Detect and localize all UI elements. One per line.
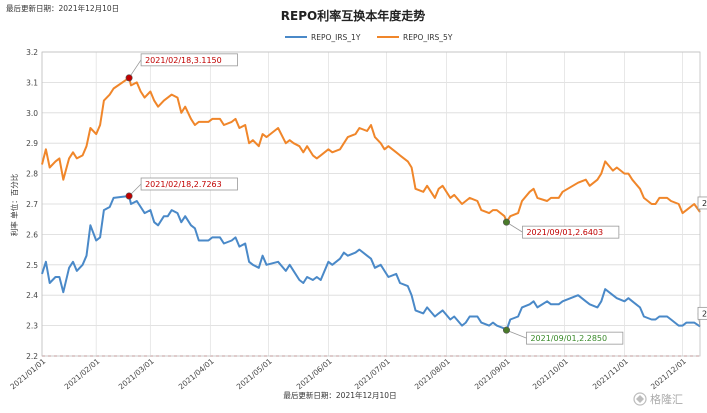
annotation-leader bbox=[506, 329, 527, 339]
legend-label: REPO_IRS_5Y bbox=[403, 33, 453, 42]
y-tick-label: 2.4 bbox=[26, 291, 38, 300]
annotation-text: 2021/09/01,2.6403 bbox=[526, 228, 603, 237]
y-tick-label: 2.8 bbox=[26, 170, 38, 179]
watermark: 格隆汇 bbox=[633, 392, 683, 406]
x-tick-label: 2021/02/01 bbox=[63, 356, 102, 391]
x-tick-label: 2021/11/01 bbox=[591, 356, 630, 391]
y-tick-label: 3.2 bbox=[26, 48, 38, 57]
x-tick-label: 2021/05/01 bbox=[235, 356, 274, 391]
x-tick-label: 2021/08/01 bbox=[413, 356, 452, 391]
annotation-text: 2021/02/18,2.7263 bbox=[145, 180, 222, 189]
y-tick-label: 3.0 bbox=[26, 109, 38, 118]
annotation-marker bbox=[125, 192, 133, 200]
annotation-marker bbox=[125, 74, 133, 82]
watermark-logo-mark bbox=[636, 395, 644, 403]
update-note: 最后更新日期：2021年12月10日 bbox=[6, 3, 119, 13]
x-tick-label: 2021/12/01 bbox=[649, 356, 688, 391]
annotation-text: 2021/09/01,2.2850 bbox=[530, 334, 607, 343]
y-tick-label: 2.6 bbox=[26, 230, 38, 239]
grid bbox=[41, 51, 701, 357]
legend-label: REPO_IRS_1Y bbox=[311, 33, 361, 42]
y-tick-label: 2.5 bbox=[26, 261, 38, 270]
annotation-leader bbox=[128, 59, 142, 79]
y-axis: 2.2 2.3 2.4 2.5 2.6 2.7 2.8 2.9 3.0 3.1 3.2 bbox=[26, 48, 38, 361]
x-axis: 2021/01/01 2021/02/01 2021/03/01 2021/04/01… bbox=[8, 356, 688, 391]
series-line-repo-irs-5y bbox=[41, 76, 701, 224]
annotation-box bbox=[697, 196, 707, 210]
legend: REPO_IRS_1Y REPO_IRS_5Y bbox=[285, 33, 453, 42]
annotation-marker bbox=[502, 218, 510, 226]
annotations: 2021/02/18,3.1150 2021/02/18,2.7263 2021/0… bbox=[125, 53, 707, 345]
y-tick-label: 2.2 bbox=[26, 352, 38, 361]
annotation-box bbox=[697, 306, 707, 320]
x-tick-label: 2021/09/01 bbox=[473, 356, 512, 391]
series-line-repo-irs-1y bbox=[41, 195, 701, 332]
annotation-box bbox=[140, 177, 238, 191]
y-tick-label: 2.7 bbox=[26, 200, 38, 209]
y-axis-label: 利率 单位：百分比 bbox=[9, 173, 19, 236]
series-lines bbox=[41, 76, 701, 332]
y-tick-label: 2.3 bbox=[26, 322, 38, 331]
annotation-marker bbox=[502, 326, 510, 334]
chart-title: REPO利率互换本年度走势 bbox=[281, 8, 425, 23]
x-tick-label: 2021/04/01 bbox=[177, 356, 216, 391]
watermark-text: 格隆汇 bbox=[650, 392, 683, 406]
x-tick-label: 2021/07/01 bbox=[353, 356, 392, 391]
annotation-box bbox=[140, 53, 238, 67]
annotation-text: 2.2975 bbox=[702, 309, 707, 318]
x-tick-label: 2021/03/01 bbox=[117, 356, 156, 391]
annotation-box bbox=[526, 331, 624, 345]
y-tick-label: 2.9 bbox=[26, 139, 38, 148]
annotation-text: 2.6738 bbox=[702, 199, 707, 208]
x-tick-label: 2021/01/01 bbox=[8, 356, 47, 391]
watermark-logo-icon bbox=[633, 392, 647, 406]
annotation-box bbox=[522, 225, 620, 239]
x-tick-label: 2021/10/01 bbox=[531, 356, 570, 391]
y-tick-label: 3.1 bbox=[26, 78, 38, 87]
annotation-text: 2021/02/18,3.1150 bbox=[145, 56, 222, 65]
x-tick-label: 2021/06/01 bbox=[295, 356, 334, 391]
x-axis-label: 最后更新日期：2021年12月10日 bbox=[283, 390, 396, 400]
